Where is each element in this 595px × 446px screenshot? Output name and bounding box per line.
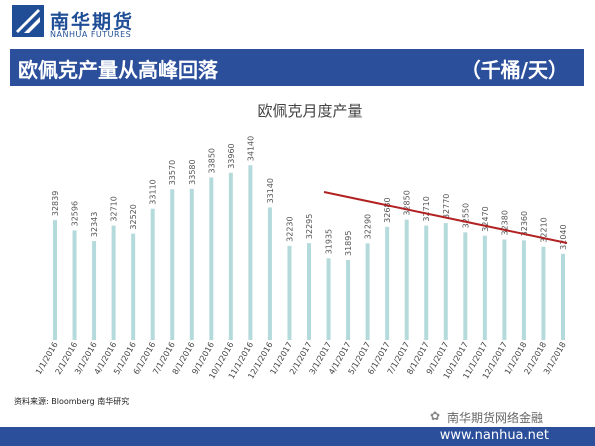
bar-3/1/2016 — [92, 241, 97, 340]
bar-10/1/2017 — [463, 232, 468, 340]
value-label-11/1/2017: 32470 — [481, 206, 490, 231]
value-label-5/1/2016: 32520 — [129, 204, 138, 229]
value-label-1/1/2018: 32360 — [520, 211, 529, 236]
bar-6/1/2016 — [150, 208, 155, 340]
value-label-4/1/2017: 31895 — [344, 231, 353, 256]
bar-4/1/2017 — [346, 259, 351, 340]
trend-line — [323, 191, 568, 244]
bar-11/1/2016 — [248, 165, 253, 340]
value-label-2/1/2016: 32596 — [71, 201, 80, 226]
banner-unit: （千桶/天） — [460, 58, 568, 82]
banner-title: 欧佩克产量从高峰回落 — [18, 58, 218, 82]
bar-8/1/2016 — [189, 188, 194, 340]
value-label-4/1/2016: 32710 — [110, 196, 119, 221]
bar-5/1/2017 — [365, 243, 370, 340]
value-label-7/1/2017: 32850 — [403, 190, 412, 215]
bar-2/1/2017 — [307, 243, 311, 340]
bar-7/1/2016 — [170, 189, 175, 340]
value-label-5/1/2017: 32290 — [364, 214, 373, 239]
value-label-11/1/2016: 34140 — [246, 136, 255, 161]
source-note: 资料来源: Bloomberg 南华研究 — [14, 397, 130, 406]
bar-9/1/2016 — [209, 177, 214, 340]
footer-bar: www.nanhua.net — [0, 427, 595, 446]
bar-7/1/2017 — [404, 219, 409, 340]
value-label-12/1/2017: 32380 — [500, 210, 509, 235]
footer-url[interactable]: www.nanhua.net — [439, 428, 549, 443]
value-label-3/1/2016: 32343 — [90, 212, 99, 237]
bar-8/1/2017 — [424, 225, 429, 340]
bar-6/1/2017 — [385, 226, 390, 340]
value-label-12/1/2016: 33140 — [266, 178, 275, 203]
value-label-9/1/2017: 32770 — [442, 194, 451, 219]
brand-name-cn: 南华期货 — [50, 11, 135, 33]
title-banner: 欧佩克产量从高峰回落 （千桶/天） — [10, 49, 584, 86]
watermark-text: 南华期货网络金融 — [447, 411, 544, 425]
wechat-icon: ✿ — [430, 409, 441, 423]
value-label-8/1/2016: 33580 — [188, 159, 197, 184]
value-label-2/1/2017: 32295 — [305, 214, 314, 239]
bar-4/1/2016 — [111, 225, 116, 340]
brand-name-en: NANHUA FUTURES — [50, 30, 132, 39]
bar-12/1/2016 — [267, 207, 272, 340]
bar-9/1/2017 — [443, 223, 448, 340]
value-label-6/1/2016: 33110 — [149, 179, 158, 204]
value-label-2/1/2018: 32210 — [539, 217, 548, 242]
bar-12/1/2017 — [502, 239, 507, 340]
chart-title: 欧佩克月度产量 — [257, 102, 362, 120]
bar-5/1/2016 — [131, 233, 136, 340]
value-label-6/1/2017: 32680 — [383, 197, 392, 222]
value-label-1/1/2016: 32839 — [51, 191, 60, 216]
bar-2/1/2016 — [72, 230, 77, 340]
bar-10/1/2016 — [228, 172, 233, 340]
value-label-9/1/2016: 33850 — [207, 148, 216, 173]
bar-3/1/2018 — [561, 253, 565, 340]
value-label-7/1/2016: 33570 — [168, 160, 177, 185]
brand-logo: 南华期货 NANHUA FUTURES — [12, 5, 152, 45]
value-label-8/1/2017: 32710 — [422, 196, 431, 221]
value-label-3/1/2017: 31935 — [325, 229, 334, 254]
value-label-3/1/2018: 32040 — [559, 224, 568, 249]
value-label-1/1/2017: 32230 — [285, 216, 294, 241]
bar-1/1/2017 — [287, 245, 292, 340]
bar-1/1/2018 — [521, 240, 526, 340]
bar-3/1/2017 — [326, 258, 331, 340]
nanhua-logo-icon — [12, 5, 44, 37]
bar-11/1/2017 — [482, 235, 487, 340]
value-label-10/1/2016: 33960 — [227, 143, 236, 168]
bar-1/1/2016 — [53, 220, 57, 340]
bar-2/1/2018 — [541, 246, 546, 340]
value-label-10/1/2017: 32550 — [461, 203, 470, 228]
